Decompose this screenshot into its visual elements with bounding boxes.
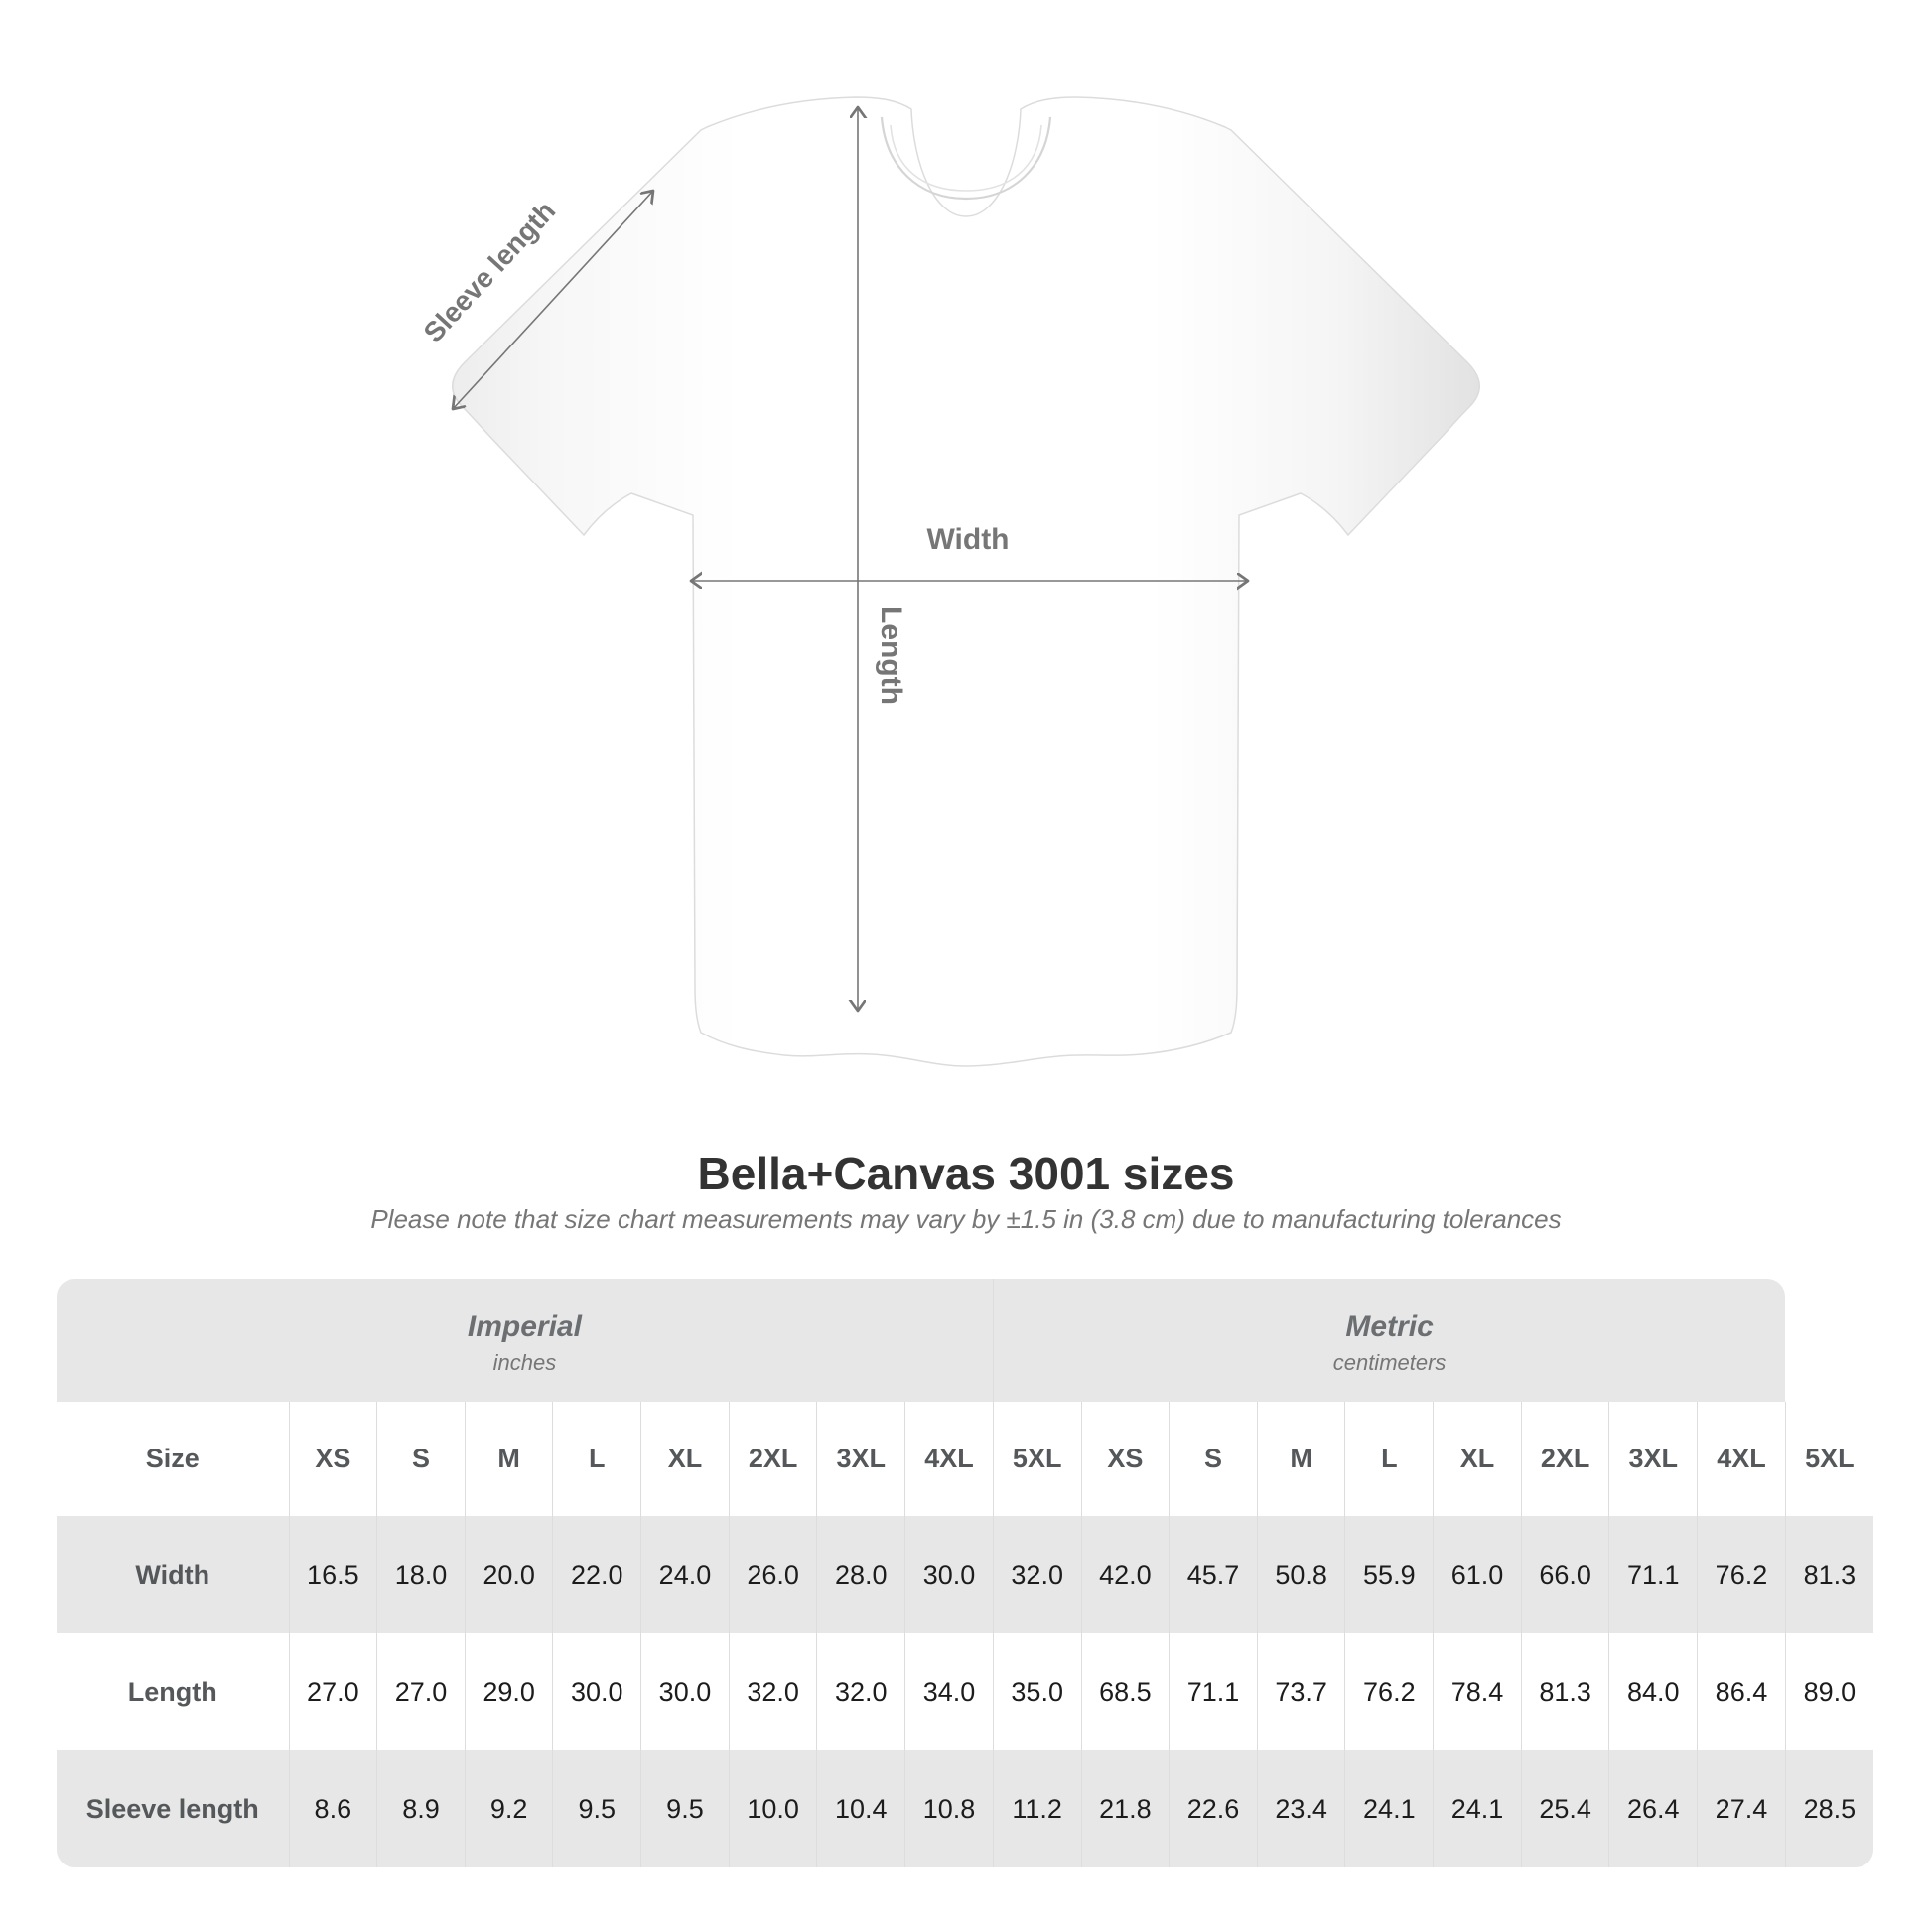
svg-text:Width: Width bbox=[926, 523, 1009, 556]
svg-text:Length: Length bbox=[875, 606, 907, 705]
